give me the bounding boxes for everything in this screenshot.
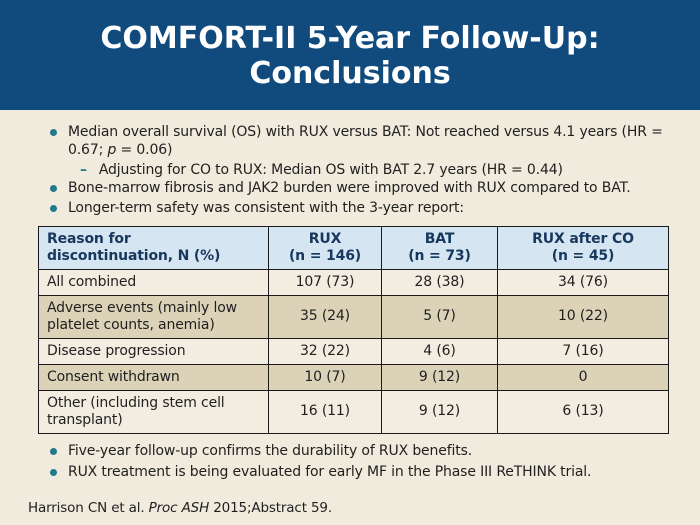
- table-row: Other (including stem cell transplant) 1…: [38, 389, 669, 434]
- bullet-text-segment-italic: p: [107, 141, 117, 158]
- table-cell-bat: 9 (12): [381, 363, 498, 391]
- slide-title-bar: COMFORT-II 5-Year Follow-Up: Conclusions: [0, 0, 700, 110]
- citation-text-segment-italic: Proc ASH: [148, 500, 210, 516]
- table-cell-label: All combined: [38, 268, 269, 296]
- page-title-line1: COMFORT-II 5-Year Follow-Up:: [100, 21, 600, 56]
- discontinuation-table: Reason for discontinuation, N (%) RUX (n…: [38, 225, 669, 434]
- page-title-line2: Conclusions: [249, 56, 451, 91]
- table-cell-bat: 5 (7): [381, 294, 498, 339]
- table-cell-bat: 9 (12): [381, 389, 498, 434]
- bullet-dot-icon: [50, 447, 57, 455]
- table-cell-rux: 107 (73): [268, 268, 382, 296]
- bullet-text: Median overall survival (OS) with RUX ve…: [68, 124, 670, 159]
- bullet-item-rethink: RUX treatment is being evaluated for ear…: [50, 464, 670, 481]
- table-row: All combined 107 (73) 28 (38) 34 (76): [38, 268, 669, 296]
- table-cell-rux-after-co: 34 (76): [497, 268, 669, 296]
- table-cell-rux-after-co: 6 (13): [497, 389, 669, 434]
- bullet-dot-icon: [50, 469, 57, 476]
- bullet-dot-icon: [50, 205, 57, 212]
- table-cell-rux: 32 (22): [268, 337, 382, 365]
- table-header-reason: Reason for discontinuation, N (%): [38, 225, 269, 270]
- dash-bullet-icon: –: [80, 162, 87, 178]
- bullet-item-durability: Five-year follow-up confirms the durabil…: [50, 443, 670, 460]
- table-cell-rux: 35 (24): [268, 294, 382, 339]
- summary-bullet-list: Median overall survival (OS) with RUX ve…: [50, 124, 670, 218]
- table-row: Adverse events (mainly low platelet coun…: [38, 294, 669, 339]
- citation-text-segment: Harrison CN et al.: [28, 500, 149, 516]
- table-cell-label: Disease progression: [38, 337, 269, 365]
- page-title: COMFORT-II 5-Year Follow-Up: Conclusions: [0, 0, 700, 91]
- table-cell-label: Consent withdrawn: [38, 363, 269, 391]
- bullet-item-fibrosis: Bone-marrow fibrosis and JAK2 burden wer…: [50, 180, 670, 198]
- bullet-text: Longer-term safety was consistent with t…: [68, 200, 464, 216]
- bullet-text: Bone-marrow fibrosis and JAK2 burden wer…: [68, 179, 631, 196]
- bullet-dot-icon: [50, 129, 57, 136]
- bullet-dot-icon: [50, 184, 57, 192]
- table-cell-rux-after-co: 10 (22): [497, 294, 669, 339]
- table-cell-rux: 10 (7): [268, 363, 382, 391]
- bullet-item-safety: Longer-term safety was consistent with t…: [50, 200, 670, 218]
- conclusion-bullet-list: Five-year follow-up confirms the durabil…: [50, 443, 670, 482]
- slide-body: Median overall survival (OS) with RUX ve…: [0, 110, 700, 481]
- citation-text-segment: 2015;Abstract 59.: [209, 500, 333, 516]
- table-header-rux: RUX (n = 146): [268, 225, 382, 270]
- bullet-text-segment: Median overall survival (OS) with RUX ve…: [68, 124, 663, 158]
- bullet-text-segment: = 0.06): [116, 141, 173, 158]
- table-cell-rux-after-co: 0: [497, 363, 669, 391]
- bullet-item-median-os: Median overall survival (OS) with RUX ve…: [50, 124, 670, 159]
- bullet-text: Five-year follow-up confirms the durabil…: [68, 442, 473, 459]
- table-row: Disease progression 32 (22) 4 (6) 7 (16): [38, 337, 669, 365]
- table-cell-label: Other (including stem cell transplant): [38, 389, 269, 434]
- table-cell-bat: 28 (38): [381, 268, 498, 296]
- table-header-rux-after-co: RUX after CO (n = 45): [497, 225, 669, 270]
- table-cell-rux-after-co: 7 (16): [497, 337, 669, 365]
- table-cell-bat: 4 (6): [381, 337, 498, 365]
- sub-bullet-item-co-adjust: – Adjusting for CO to RUX: Median OS wit…: [80, 162, 670, 180]
- sub-bullet-text: Adjusting for CO to RUX: Median OS with …: [98, 162, 563, 178]
- table-header-bat: BAT (n = 73): [381, 225, 498, 270]
- citation: Harrison CN et al. Proc ASH 2015;Abstrac…: [28, 500, 332, 516]
- bullet-text: RUX treatment is being evaluated for ear…: [68, 464, 592, 480]
- table-cell-label: Adverse events (mainly low platelet coun…: [38, 294, 269, 339]
- table-header-row: Reason for discontinuation, N (%) RUX (n…: [38, 225, 669, 270]
- table-cell-rux: 16 (11): [268, 389, 382, 434]
- table-row: Consent withdrawn 10 (7) 9 (12) 0: [38, 363, 669, 391]
